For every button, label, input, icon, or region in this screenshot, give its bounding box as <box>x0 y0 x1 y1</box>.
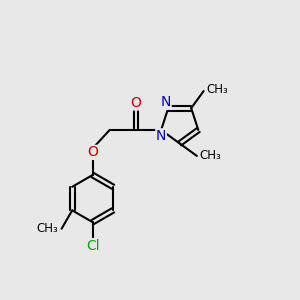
Text: Cl: Cl <box>86 239 99 253</box>
Text: O: O <box>87 146 98 159</box>
Text: N: N <box>156 129 166 143</box>
Text: CH₃: CH₃ <box>36 222 58 235</box>
Text: CH₃: CH₃ <box>207 83 228 96</box>
Text: O: O <box>131 96 142 110</box>
Text: N: N <box>161 95 171 109</box>
Text: CH₃: CH₃ <box>200 149 222 163</box>
